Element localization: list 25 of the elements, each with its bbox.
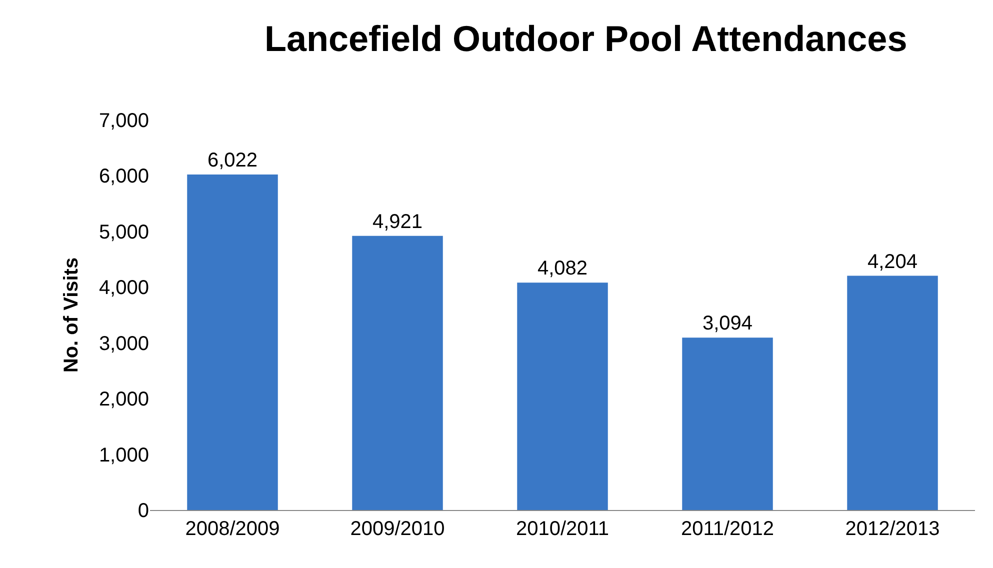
data-label: 4,204 bbox=[867, 250, 918, 273]
data-label: 3,094 bbox=[702, 312, 753, 335]
bar bbox=[517, 282, 608, 510]
bar bbox=[682, 338, 773, 510]
y-axis-title: No. of Visits bbox=[60, 257, 82, 373]
data-label: 6,022 bbox=[207, 149, 258, 172]
y-tick-label: 6,000 bbox=[98, 166, 149, 188]
x-tick-label: 2009/2010 bbox=[350, 518, 445, 540]
y-tick-label: 7,000 bbox=[98, 110, 149, 132]
x-tick-label: 2011/2012 bbox=[680, 518, 774, 540]
y-tick-label: 1,000 bbox=[98, 444, 149, 466]
y-tick-label: 3,000 bbox=[98, 332, 149, 355]
x-tick-label: 2012/2013 bbox=[845, 518, 940, 540]
chart-title: Lancefield Outdoor Pool Attendances bbox=[264, 18, 908, 59]
x-tick-label: 2010/2011 bbox=[516, 518, 610, 540]
y-tick-label: 4,000 bbox=[98, 277, 149, 300]
bar bbox=[352, 236, 443, 510]
bar bbox=[847, 276, 938, 510]
data-label: 4,921 bbox=[372, 210, 423, 233]
y-tick-label: 0 bbox=[138, 500, 149, 522]
bar bbox=[187, 174, 278, 510]
data-label: 4,082 bbox=[537, 258, 588, 280]
y-tick-label: 2,000 bbox=[98, 388, 149, 411]
x-tick-label: 2008/2009 bbox=[185, 518, 280, 540]
y-tick-label: 5,000 bbox=[98, 221, 149, 244]
